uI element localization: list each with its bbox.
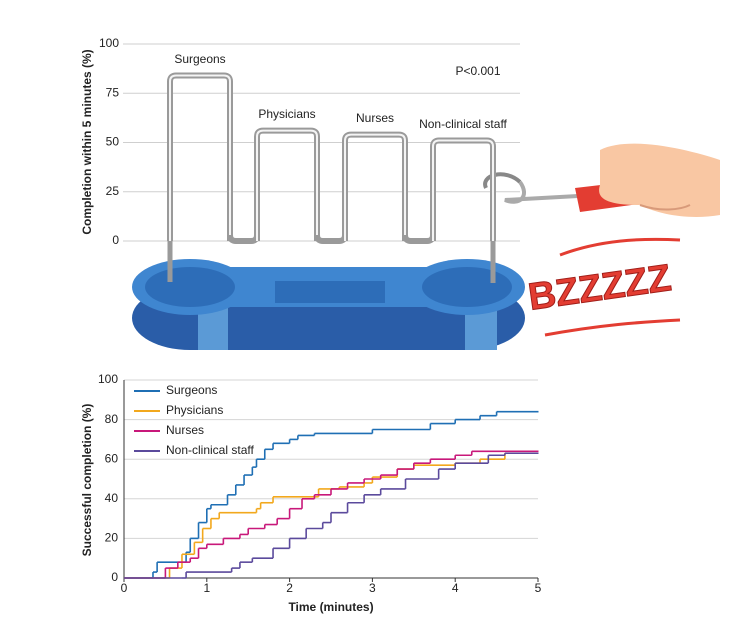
category-label: Physicians (258, 106, 316, 121)
wire-bar-highlight (256, 129, 318, 241)
wire-bar (342, 131, 408, 241)
y-axis-label: Successful completion (%) (80, 404, 94, 557)
wire-connector (314, 234, 348, 244)
category-label: Surgeons (174, 51, 226, 66)
legend-label: Nurses (166, 423, 204, 437)
buzz-lines (544, 237, 681, 337)
legend-label: Non-clinical staff (166, 443, 254, 457)
wire-bar (254, 127, 320, 241)
wire-bar (430, 137, 496, 241)
wire-connector (402, 234, 436, 244)
y-tick-label: 40 (105, 491, 119, 505)
buzz-text: BZZZZZ (526, 257, 674, 319)
y-tick-label: 80 (105, 412, 119, 426)
wire-connector (227, 234, 260, 244)
x-tick-label: 4 (452, 581, 459, 595)
base (132, 259, 525, 350)
wire-bar-highlight (344, 133, 406, 241)
y-tick-label: 50 (106, 135, 120, 149)
y-tick-label: 100 (98, 372, 118, 386)
x-tick-label: 2 (286, 581, 293, 595)
y-tick-label: 20 (105, 531, 119, 545)
category-label: Non-clinical staff (419, 116, 507, 131)
x-tick-label: 1 (203, 581, 210, 595)
p-value: P<0.001 (455, 64, 500, 78)
legend-label: Surgeons (166, 383, 217, 397)
y-tick-label: 60 (105, 451, 119, 465)
x-axis-label: Time (minutes) (288, 600, 373, 614)
wire-bar-highlight (169, 74, 231, 241)
x-tick-label: 0 (121, 581, 128, 595)
x-tick-label: 3 (369, 581, 376, 595)
category-label: Nurses (355, 110, 394, 125)
y-axis-label: Completion within 5 minutes (%) (80, 49, 94, 234)
hand (483, 143, 720, 217)
y-tick-label: 75 (106, 85, 120, 99)
wire-bar-highlight (432, 139, 494, 241)
wire-bar (167, 72, 233, 241)
y-tick-label: 100 (99, 36, 119, 50)
x-tick-label: 5 (535, 581, 542, 595)
y-tick-label: 25 (106, 184, 120, 198)
y-tick-label: 0 (112, 233, 119, 247)
legend-label: Physicians (166, 403, 223, 417)
y-tick-label: 0 (111, 570, 118, 584)
